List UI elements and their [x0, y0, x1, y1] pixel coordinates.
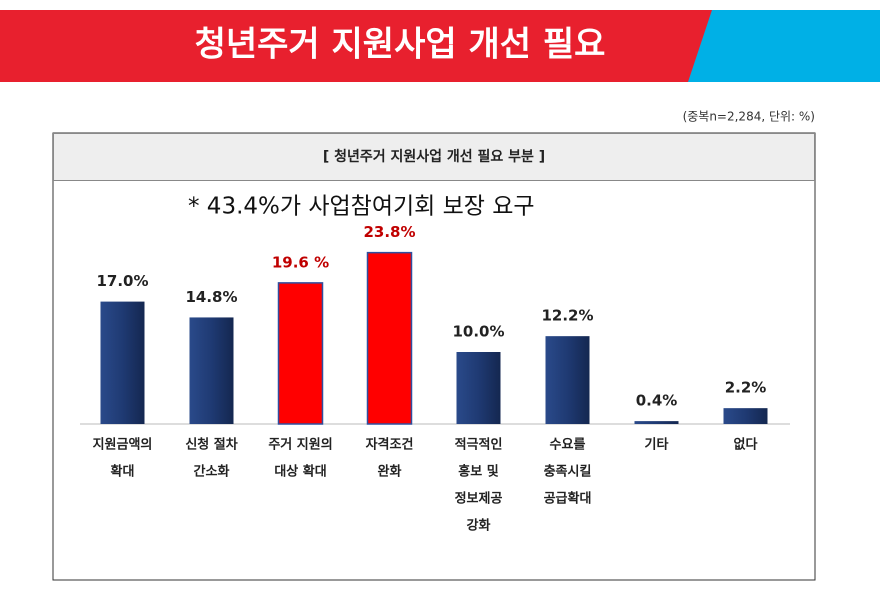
- annotation: * 43.4%가 사업참여기회 보장 요구: [188, 194, 535, 220]
- bar: [100, 301, 145, 424]
- x-tick-label: 신청 절차: [185, 437, 237, 453]
- value-label: 10.0%: [452, 323, 504, 341]
- x-tick-label: 자격조건: [366, 437, 414, 453]
- x-tick-label: 홍보 및: [458, 464, 498, 480]
- x-tick-label: 수요를: [550, 438, 586, 453]
- bar: [634, 421, 679, 424]
- value-label: 2.2%: [725, 379, 767, 397]
- note: (중복n=2,284, 단위: %): [683, 110, 815, 124]
- x-tick-label: 완화: [378, 464, 402, 480]
- x-tick-label: 기타: [645, 437, 669, 453]
- x-tick-label: 강화: [467, 518, 491, 534]
- x-tick-label: 주거 지원의: [268, 437, 332, 453]
- bar: [366, 251, 413, 425]
- value-label: 14.8%: [185, 288, 237, 306]
- x-tick-label: 적극적인: [455, 437, 503, 453]
- slide-title: 청년주거 지원사업 개선 필요: [195, 25, 606, 65]
- x-tick-label: 없다: [734, 437, 758, 453]
- value-label: 23.8%: [363, 223, 415, 241]
- value-label: 17.0%: [96, 272, 148, 290]
- chart-subtitle: [ 청년주거 지원사업 개선 필요 부분 ]: [323, 148, 545, 165]
- bar: [545, 336, 590, 424]
- x-tick-label: 지원금액의: [93, 437, 153, 453]
- value-label: 0.4%: [636, 392, 678, 410]
- x-tick-label: 충족시킬: [544, 464, 592, 480]
- bar: [456, 352, 501, 424]
- x-tick-label: 대상 확대: [274, 464, 326, 480]
- value-label: 19.6 %: [272, 253, 329, 271]
- x-tick-label: 확대: [111, 464, 135, 480]
- value-label: 12.2%: [541, 307, 593, 325]
- chart-header: [53, 133, 815, 181]
- bar: [189, 317, 234, 424]
- bar: [723, 408, 768, 424]
- chart-frame: [52, 132, 816, 581]
- x-tick-label: 공급확대: [544, 491, 592, 507]
- x-tick-label: 정보제공: [455, 491, 503, 507]
- banner-red: [0, 10, 712, 82]
- x-tick-label: 간소화: [194, 464, 230, 480]
- bar: [277, 282, 324, 425]
